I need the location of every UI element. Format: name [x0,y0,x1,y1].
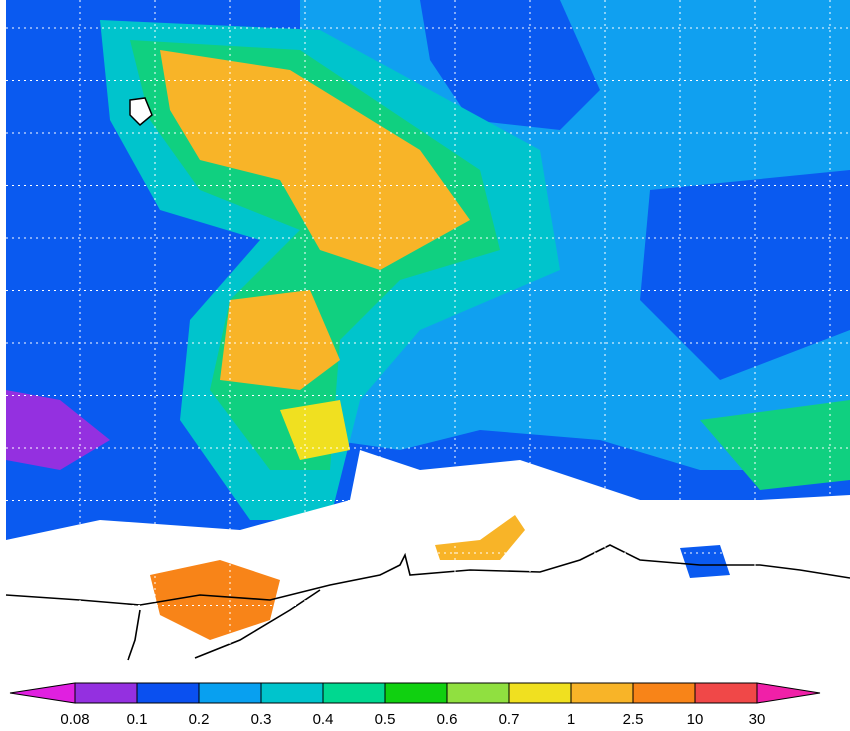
colorbar-end [9,682,76,704]
colorbar-label: 0.7 [499,711,520,728]
low-patch [640,170,850,380]
colorbar-swatch [260,682,324,704]
colorbar-swatch [384,682,448,704]
high-zone [220,290,340,390]
high-zone [160,50,470,270]
colorbar-label: 0.08 [60,711,89,728]
coastline [5,544,850,606]
colorbar-label: 0.5 [375,711,396,728]
very-low-zone [6,390,110,470]
map [5,0,850,661]
colorbar-swatch [74,682,138,704]
island [129,97,153,127]
colorbar-swatch [570,682,634,704]
coastal-low [680,545,730,578]
colorbar-end [756,682,821,704]
colorbar-label: 1 [567,711,575,728]
low-patch [420,0,600,130]
colorbar-swatch [136,682,200,704]
colorbar-label: 30 [749,711,766,728]
colorbar-swatch [322,682,386,704]
colorbar-swatch [632,682,696,704]
green-zone [700,400,850,490]
colorbar-swatch [694,682,758,704]
colorbar-label: 10 [687,711,704,728]
colorbar-label: 0.1 [127,711,148,728]
colorbar-label: 0.3 [251,711,272,728]
high-zone [280,400,350,460]
colorbar-swatch [198,682,262,704]
colorbar: 0.08 0.1 0.2 0.3 0.4 0.5 0.6 0.7 1 2.5 10 30 [9,682,821,728]
colorbar-label: 0.4 [313,711,334,728]
colorbar-label: 0.2 [189,711,210,728]
coastal-high [435,515,525,560]
coastal-high [150,560,280,640]
graticule [6,0,850,660]
colorbar-label: 0.6 [437,711,458,728]
colorbar-swatch [446,682,510,704]
colorbar-swatch [508,682,572,704]
colorbar-label: 2.5 [623,711,644,728]
